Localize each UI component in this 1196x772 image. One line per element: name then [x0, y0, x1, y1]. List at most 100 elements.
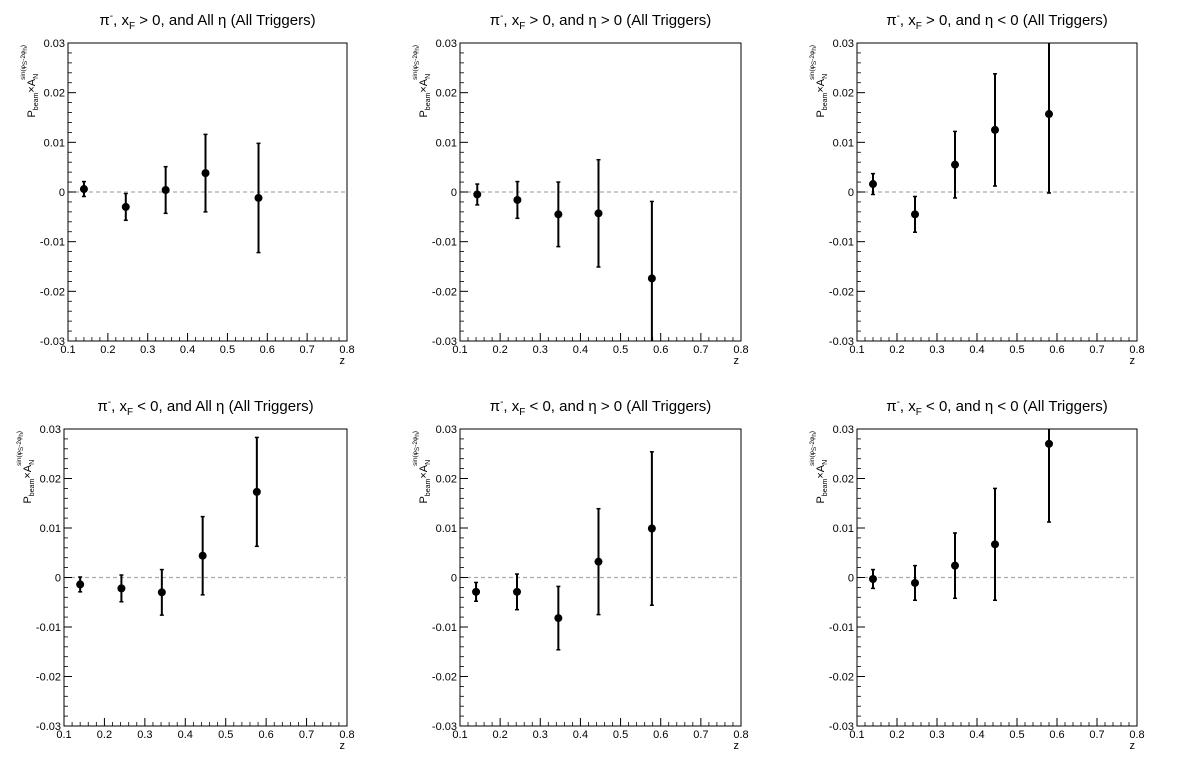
- data-point: [1045, 110, 1053, 119]
- y-tick-label: 0.02: [40, 474, 61, 486]
- title-text: , x: [900, 398, 916, 415]
- data-point: [554, 210, 563, 219]
- x-tick-label: 0.3: [929, 729, 944, 741]
- title-sub: F: [129, 21, 135, 32]
- x-tick-label: 0.4: [573, 729, 588, 741]
- ylabel-sup-end: ): [809, 45, 816, 47]
- ylabel-n: N: [425, 74, 432, 79]
- y-axis-label: Pbeam×ANsin(φS-2φh): [412, 431, 432, 504]
- x-tick-label: 0.7: [299, 729, 314, 741]
- x-tick-label: 0.6: [258, 729, 273, 741]
- x-tick-label: 0.2: [889, 729, 904, 741]
- chart-title: π-, xF < 0, and η > 0 (All Triggers): [490, 397, 712, 418]
- ylabel-beam: beam: [425, 479, 432, 497]
- data-point: [254, 193, 263, 202]
- ylabel-sup-mid: -2φ: [412, 51, 419, 61]
- plot-panel-2: π-, xF > 0, and η > 0 (All Triggers)-0.0…: [412, 11, 749, 367]
- x-tick-label: 0.7: [1089, 344, 1104, 356]
- y-tick-label: -0.02: [36, 672, 61, 684]
- y-axis-label: Pbeam×ANsin(φS-2φh): [16, 431, 36, 504]
- ylabel-p: P: [815, 496, 827, 503]
- title-text: , x: [900, 12, 916, 29]
- title-text: > 0, and All η (All Triggers): [135, 12, 316, 29]
- ylabel-n: N: [822, 74, 829, 79]
- title-sub: F: [519, 407, 525, 418]
- x-tick-label: 0.2: [97, 729, 112, 741]
- x-axis-label: z: [734, 355, 740, 367]
- chart-title: π-, xF < 0, and All η (All Triggers): [97, 397, 313, 418]
- ylabel-sup-mid: -2φ: [20, 51, 27, 61]
- y-tick-label: 0.03: [436, 424, 457, 436]
- y-tick-label: -0.02: [432, 286, 457, 298]
- y-tick-label: 0.02: [436, 88, 457, 100]
- ylabel-sup-end: ): [412, 45, 419, 47]
- y-tick-label: -0.01: [829, 237, 854, 249]
- ylabel-n: N: [425, 460, 432, 465]
- title-sub: F: [916, 407, 922, 418]
- y-tick-label: 0: [59, 187, 65, 199]
- ylabel-p: P: [418, 496, 430, 503]
- data-point: [991, 125, 999, 134]
- x-tick-label: 0.3: [140, 344, 155, 356]
- title-text: , x: [503, 398, 519, 415]
- x-tick-label: 0.6: [260, 344, 275, 356]
- ylabel-sup-end: ): [16, 431, 23, 433]
- title-text: , x: [113, 12, 129, 29]
- y-tick-label: 0: [451, 187, 457, 199]
- title-sup: -: [897, 11, 900, 22]
- ylabel-n: N: [29, 460, 36, 465]
- y-tick-label: 0: [55, 573, 61, 585]
- x-axis-label: z: [340, 740, 346, 752]
- y-tick-label: -0.02: [432, 672, 457, 684]
- data-point: [869, 574, 877, 583]
- x-tick-label: 0.6: [653, 344, 668, 356]
- ylabel-sup-end: ): [412, 431, 419, 433]
- data-point: [594, 209, 603, 218]
- y-tick-label: 0.02: [833, 88, 854, 100]
- title-text: π: [99, 12, 109, 29]
- ylabel-beam: beam: [822, 479, 829, 497]
- data-point: [911, 210, 919, 219]
- ylabel-times: ×A: [815, 464, 827, 478]
- ylabel-sup-s: S: [414, 446, 421, 451]
- ylabel-sup: sin(φ: [20, 65, 27, 80]
- ylabel-sup-h: h: [22, 47, 29, 51]
- y-tick-label: -0.03: [36, 721, 61, 733]
- x-tick-label: 0.8: [339, 729, 354, 741]
- title-text: > 0, and η > 0 (All Triggers): [525, 12, 711, 29]
- ylabel-beam: beam: [425, 93, 432, 111]
- title-sup: -: [500, 11, 503, 22]
- x-tick-label: 0.6: [653, 729, 668, 741]
- y-tick-label: 0.03: [833, 38, 854, 50]
- x-tick-label: 0.7: [299, 344, 314, 356]
- y-tick-label: -0.02: [829, 672, 854, 684]
- title-sub: F: [916, 21, 922, 32]
- ylabel-sup-mid: -2φ: [809, 51, 816, 61]
- data-point: [911, 578, 919, 587]
- y-tick-label: -0.03: [829, 336, 854, 348]
- data-point: [951, 561, 959, 570]
- data-point: [117, 584, 126, 593]
- ylabel-sup-mid: -2φ: [412, 437, 419, 447]
- data-point: [554, 614, 563, 623]
- chart-title: π-, xF > 0, and All η (All Triggers): [99, 11, 315, 32]
- ylabel-beam: beam: [822, 93, 829, 111]
- data-point: [473, 190, 482, 199]
- y-tick-label: -0.01: [829, 622, 854, 634]
- data-point: [76, 580, 85, 589]
- title-text: π: [886, 398, 896, 415]
- chart-title: π-, xF < 0, and η < 0 (All Triggers): [886, 397, 1108, 418]
- x-axis-label: z: [1130, 740, 1136, 752]
- x-tick-label: 0.5: [613, 729, 628, 741]
- y-axis-label: Pbeam×ANsin(φS-2φh): [809, 45, 829, 118]
- ylabel-sup-h: h: [811, 47, 818, 51]
- ylabel-sup-end: ): [809, 431, 816, 433]
- data-point: [647, 524, 656, 533]
- title-text: π: [886, 12, 896, 29]
- data-point: [472, 587, 481, 596]
- y-tick-label: 0.03: [436, 38, 457, 50]
- data-point: [513, 587, 522, 596]
- plot-panel-6: π-, xF < 0, and η < 0 (All Triggers) -0.0…: [809, 397, 1145, 752]
- ylabel-p: P: [815, 110, 827, 117]
